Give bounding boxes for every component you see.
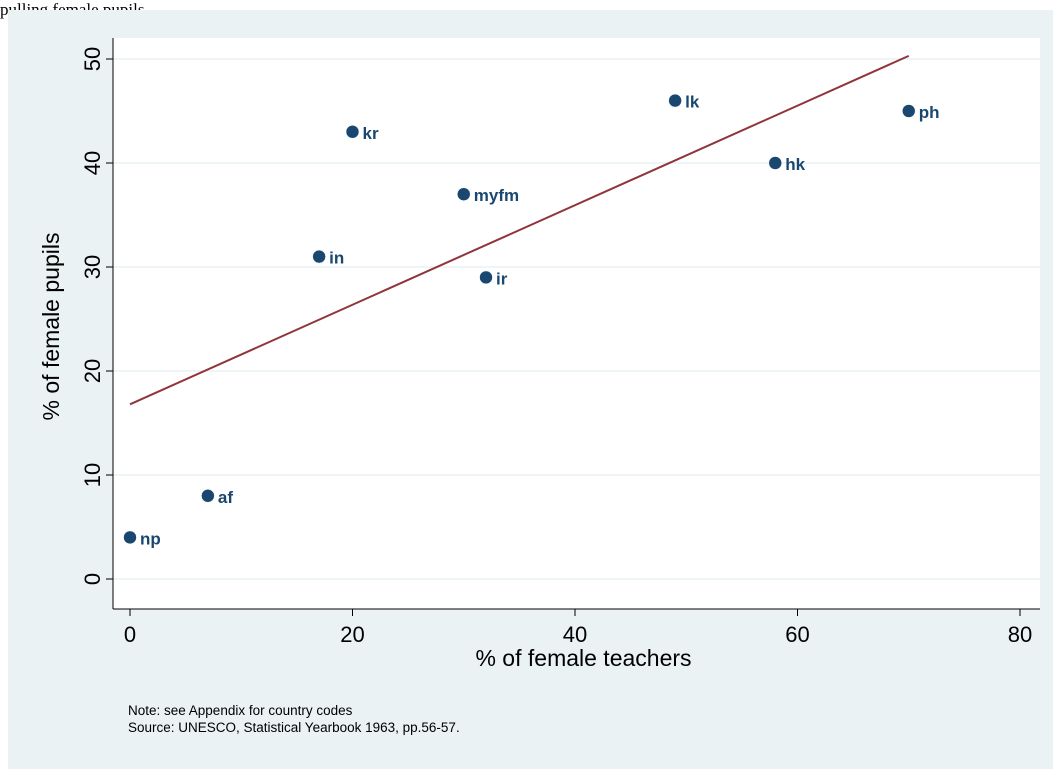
y-tick-label: 0 [80, 573, 105, 585]
x-tick-label: 80 [1008, 622, 1032, 647]
scatter-chart: 0 20 40 60 80 0 10 20 30 40 50 np af in kr myfm ir lk hk p… [8, 10, 1053, 769]
data-points: np af in kr myfm ir lk hk ph [123, 93, 940, 548]
data-point [312, 249, 326, 264]
plot-area [113, 38, 1040, 609]
footnote-source: Source: UNESCO, Statistical Yearbook 196… [128, 720, 460, 735]
point-label: ph [919, 103, 940, 122]
x-tick-label: 20 [340, 622, 364, 647]
gridlines [113, 58, 1040, 580]
point-label: lk [685, 93, 700, 112]
x-tick-label: 0 [124, 622, 136, 647]
data-point [457, 187, 471, 201]
x-tick-label: 60 [785, 622, 809, 647]
point-label: kr [363, 124, 379, 143]
point-label: myfm [474, 186, 519, 205]
y-tick-label: 40 [80, 151, 105, 175]
point-label: in [329, 249, 344, 268]
point-label: np [140, 529, 161, 548]
y-tick-label: 10 [80, 463, 105, 487]
x-tick-label: 40 [563, 622, 587, 647]
data-point [345, 125, 360, 139]
y-tick-label: 50 [80, 47, 105, 71]
fit-line [129, 54, 910, 406]
tick-labels: 0 20 40 60 80 0 10 20 30 40 50 [80, 47, 1032, 647]
x-axis-label: % of female teachers [475, 645, 691, 671]
data-point [123, 530, 137, 545]
point-label: hk [785, 155, 805, 174]
axes [106, 38, 1040, 616]
y-tick-label: 30 [80, 255, 105, 279]
chart-container: 0 20 40 60 80 0 10 20 30 40 50 np af in kr myfm ir lk hk p… [8, 10, 1053, 769]
data-point [768, 156, 782, 170]
data-point [201, 489, 215, 503]
point-label: ir [496, 269, 508, 288]
y-tick-label: 20 [80, 359, 105, 383]
footnote-note: Note: see Appendix for country codes [128, 703, 353, 718]
y-axis-label: % of female pupils [38, 233, 64, 421]
point-label: af [218, 488, 233, 507]
data-point [479, 270, 493, 285]
data-point [902, 104, 916, 118]
data-point [668, 93, 682, 108]
